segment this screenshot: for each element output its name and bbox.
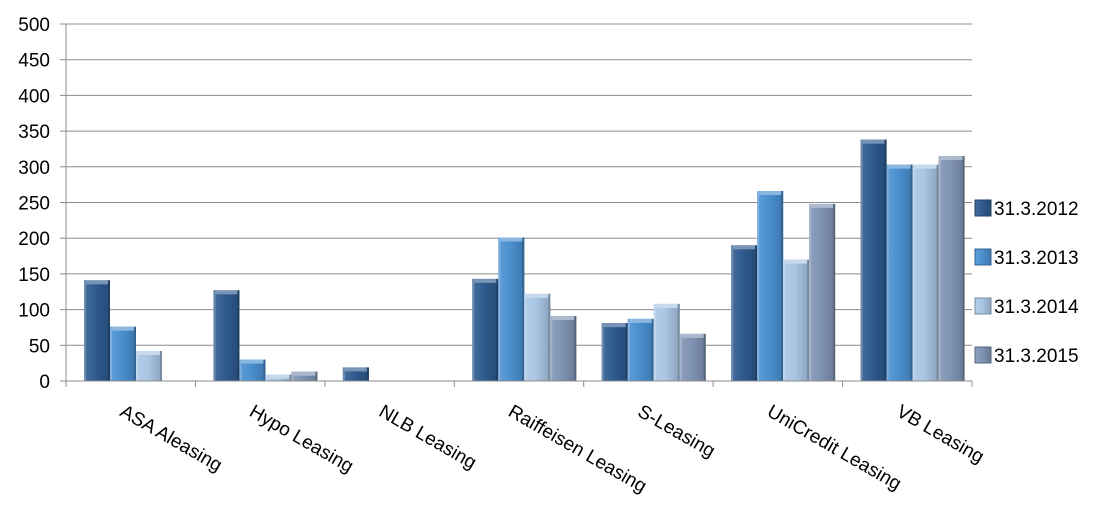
bar <box>110 326 136 381</box>
y-tick-label: 150 <box>18 265 50 286</box>
bar <box>472 278 499 381</box>
legend-label: 31.3.2013 <box>994 248 1079 269</box>
legend-item: 31.3.2013 <box>974 248 1079 269</box>
bar <box>601 323 628 381</box>
bar <box>783 259 810 381</box>
x-category-label: UniCredit Leasing <box>763 401 904 495</box>
bar <box>291 371 318 381</box>
legend-label: 31.3.2015 <box>994 346 1079 367</box>
x-axis-categories: ASA Aleasing Hypo Leasing NLB Leasing Raiff… <box>116 401 987 497</box>
y-tick-label: 100 <box>18 301 50 322</box>
bar <box>938 156 965 381</box>
axes <box>60 23 973 387</box>
bar <box>550 316 577 381</box>
bar <box>213 290 240 381</box>
legend-swatch <box>974 297 992 315</box>
legend-label: 31.3.2014 <box>994 297 1079 318</box>
y-tick-label: 250 <box>18 194 50 215</box>
bar <box>679 333 706 381</box>
x-category-label: Hypo Leasing <box>246 401 357 477</box>
bar <box>265 374 292 381</box>
bar <box>809 203 836 381</box>
bar <box>342 367 369 381</box>
bar <box>731 245 758 381</box>
legend-item: 31.3.2012 <box>974 199 1079 220</box>
y-tick-label: 400 <box>18 86 50 107</box>
bar <box>84 280 110 381</box>
legend: 31.3.2012 31.3.2013 31.3.2014 31.3.2015 <box>974 199 1079 367</box>
bar <box>524 293 551 381</box>
legend-label: 31.3.2012 <box>994 199 1079 220</box>
legend-item: 31.3.2015 <box>974 346 1079 367</box>
y-tick-label: 50 <box>29 336 50 357</box>
y-axis-ticks: 0 50 100 150 200 250 300 350 400 450 500 <box>18 15 50 393</box>
y-tick-label: 350 <box>18 122 50 143</box>
legend-swatch <box>974 346 992 364</box>
bar <box>860 139 887 381</box>
y-tick-label: 200 <box>18 229 50 250</box>
legend-item: 31.3.2014 <box>974 297 1079 318</box>
bar <box>653 303 680 381</box>
x-category-label: S-Leasing <box>634 401 719 462</box>
x-category-label: Raiffeisen Leasing <box>505 401 651 497</box>
x-category-label: VB Leasing <box>893 401 988 468</box>
bar <box>757 191 784 381</box>
y-tick-label: 0 <box>39 372 50 393</box>
x-category-label: NLB Leasing <box>375 401 480 474</box>
x-category-label: ASA Aleasing <box>116 401 225 476</box>
legend-swatch <box>974 248 992 266</box>
bars <box>84 139 965 381</box>
bar <box>239 359 266 381</box>
y-tick-label: 450 <box>18 51 50 72</box>
bar <box>498 237 525 381</box>
bar <box>627 318 654 381</box>
bar <box>136 351 162 381</box>
legend-swatch <box>974 199 992 217</box>
y-tick-label: 300 <box>18 158 50 179</box>
bar <box>912 164 939 381</box>
y-tick-label: 500 <box>18 15 50 36</box>
bar <box>886 164 913 381</box>
